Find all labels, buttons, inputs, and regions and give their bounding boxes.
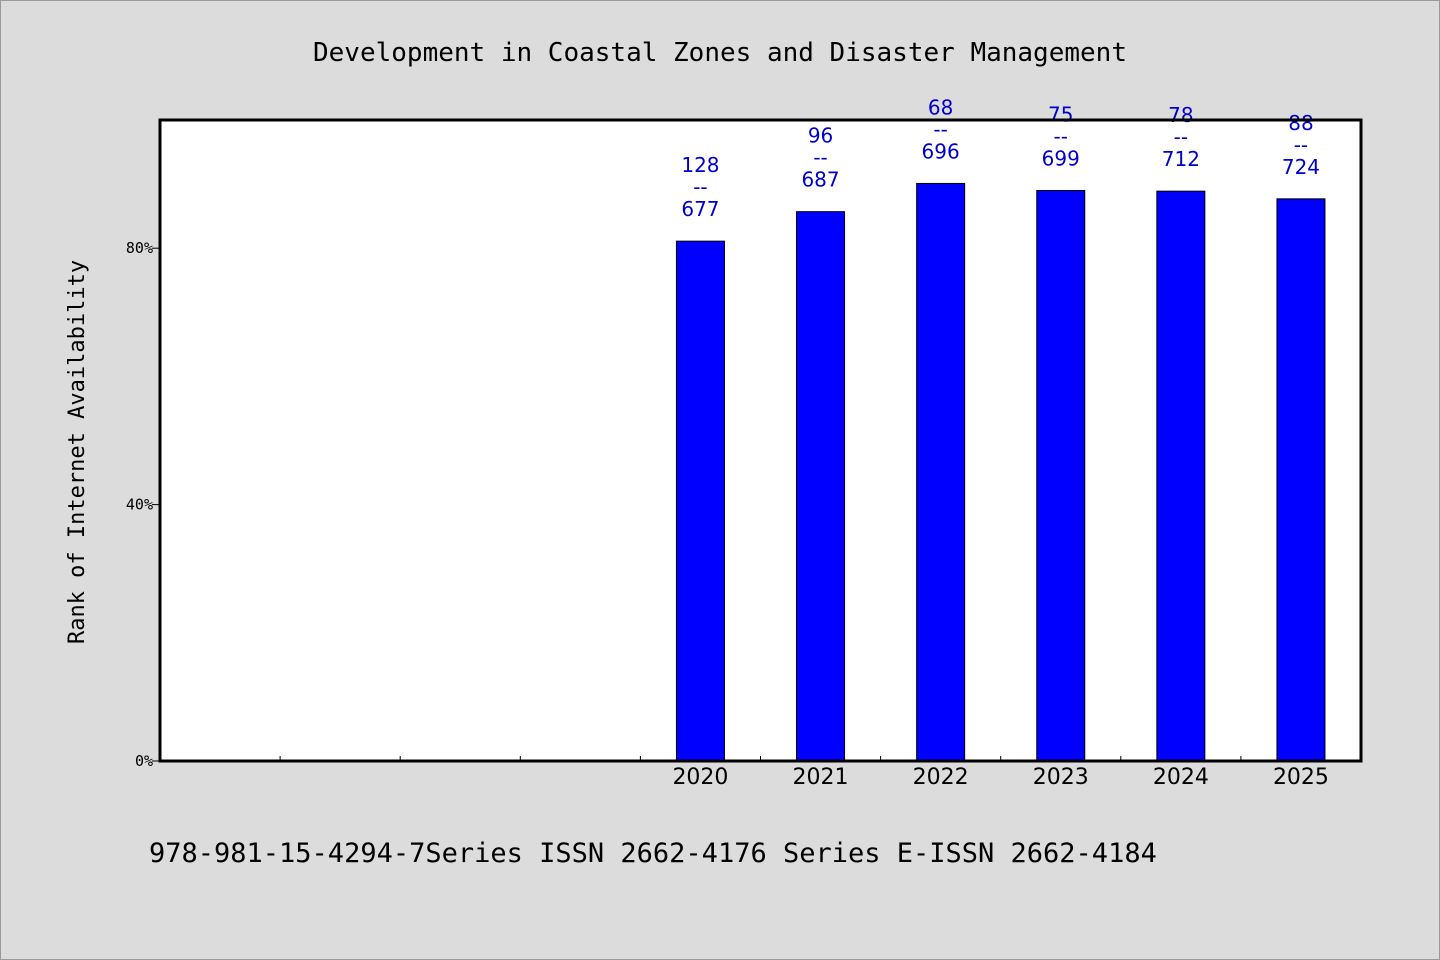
bar xyxy=(796,211,846,762)
x-tick-label: 2020 xyxy=(672,765,728,790)
bar-group xyxy=(675,182,1326,762)
footer-text: 978-981-15-4294-7Series ISSN 2662-4176 S… xyxy=(149,838,1157,869)
y-tick-label: 0% xyxy=(135,752,153,770)
data-label: 677 xyxy=(681,197,719,221)
bar xyxy=(1276,198,1326,762)
x-tick-label: 2022 xyxy=(913,765,969,790)
data-label: -- xyxy=(933,117,947,141)
data-label: -- xyxy=(1294,133,1308,157)
data-label: 88 xyxy=(1288,111,1313,135)
y-axis: 0% 40% 80% xyxy=(126,239,160,770)
bar xyxy=(675,240,725,762)
data-label: 724 xyxy=(1282,155,1320,179)
y-tick-label: 40% xyxy=(126,496,153,514)
data-label: 699 xyxy=(1042,147,1080,171)
x-tick-label: 2021 xyxy=(793,765,849,790)
x-axis: 2020 2021 2022 2023 2024 2025 xyxy=(279,756,1329,790)
data-label: 78 xyxy=(1168,103,1193,127)
data-label: -- xyxy=(1054,125,1068,149)
x-tick-label: 2025 xyxy=(1273,765,1329,790)
data-label: 96 xyxy=(808,124,833,148)
data-label: 68 xyxy=(928,95,953,119)
y-axis-title: Rank of Internet Availability xyxy=(65,260,90,644)
data-label-group: 128--67796--68768--69675--69978--71288--… xyxy=(681,95,1320,221)
data-label: -- xyxy=(693,175,707,199)
bar xyxy=(916,182,966,762)
data-label: 128 xyxy=(681,153,719,177)
x-tick-label: 2023 xyxy=(1033,765,1089,790)
bar xyxy=(1156,190,1206,762)
data-label: 75 xyxy=(1048,103,1073,127)
data-label: 712 xyxy=(1162,147,1200,171)
data-label: 696 xyxy=(922,139,960,163)
bar xyxy=(1036,190,1086,762)
chart-title: Development in Coastal Zones and Disaste… xyxy=(313,38,1127,68)
x-tick-label: 2024 xyxy=(1153,765,1209,790)
data-label: -- xyxy=(1174,125,1188,149)
data-label: -- xyxy=(813,146,827,170)
y-tick-label: 80% xyxy=(126,239,153,257)
data-label: 687 xyxy=(801,168,839,192)
